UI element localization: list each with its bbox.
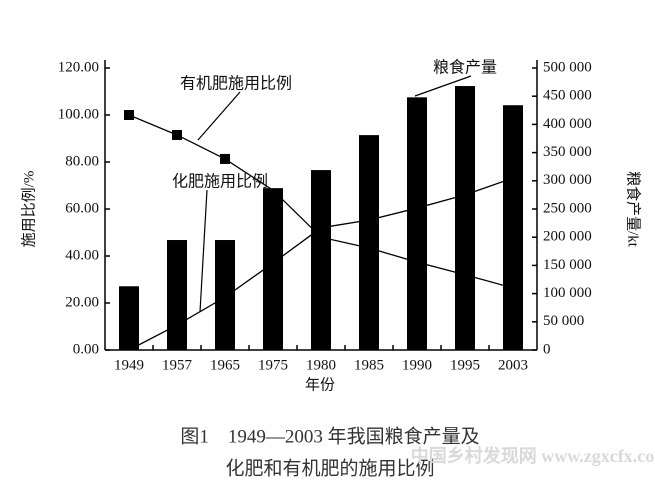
legend-label: 化肥施用比例 [172, 172, 268, 191]
bar [455, 86, 475, 350]
x-tick-label: 1965 [210, 357, 240, 373]
y2-tick-label: 100 000 [543, 285, 592, 301]
y2-tick-label: 0 [543, 341, 551, 357]
y-tick-label: 80.00 [65, 153, 99, 169]
bar [311, 170, 331, 350]
line [128, 114, 514, 289]
legend-label: 粮食产量 [433, 58, 497, 77]
y2-tick-label: 50 000 [543, 313, 584, 329]
caption: 图1 1949—2003 年我国粮食产量及 [180, 425, 479, 447]
y-tick-label: 40.00 [65, 247, 99, 263]
leader-line [197, 91, 241, 141]
y-axis-label: 施用比例/% [20, 171, 37, 248]
y-tick-label: 0.00 [73, 341, 99, 357]
marker [220, 153, 230, 164]
y2-tick-label: 250 000 [543, 200, 592, 216]
y2-tick-label: 350 000 [543, 144, 592, 160]
y2-tick-label: 150 000 [543, 257, 592, 273]
y-tick-label: 20.00 [65, 294, 99, 310]
x-tick-label: 1985 [354, 357, 384, 373]
y2-tick-label: 200 000 [543, 229, 592, 245]
marker [124, 110, 134, 120]
bar [119, 286, 139, 350]
x-tick-label: 1995 [450, 357, 480, 373]
leader-line [414, 75, 472, 97]
y2-tick-label: 500 000 [543, 59, 592, 75]
y2-tick-label: 300 000 [543, 172, 592, 188]
x-tick-label: 1990 [402, 357, 432, 373]
watermark: 中国乡村发现网 www.zgxcfx.com [411, 445, 655, 466]
x-tick-label: 1975 [258, 357, 288, 373]
x-tick-label: 1980 [306, 357, 336, 373]
y-tick-label: 60.00 [65, 200, 99, 216]
bar [263, 188, 283, 350]
legend-label: 有机肥施用比例 [180, 74, 292, 93]
leader-line [199, 189, 208, 313]
y2-axis-label: 粮食产量/kt [625, 171, 642, 248]
y2-tick-label: 450 000 [543, 88, 592, 104]
x-tick-label: 2003 [498, 357, 528, 373]
bar [215, 240, 235, 350]
bar [407, 97, 427, 350]
bar [359, 135, 379, 350]
x-axis-label: 年份 [305, 376, 335, 393]
x-tick-label: 1957 [162, 357, 193, 373]
caption: 化肥和有机肥的施用比例 [225, 457, 434, 479]
y-tick-label: 120.00 [58, 59, 99, 75]
marker [172, 129, 182, 140]
x-tick-label: 1949 [114, 357, 144, 373]
bar [167, 240, 187, 350]
y-tick-label: 100.00 [58, 106, 99, 122]
line [128, 177, 514, 351]
y2-tick-label: 400 000 [543, 116, 592, 132]
bar [503, 105, 523, 350]
